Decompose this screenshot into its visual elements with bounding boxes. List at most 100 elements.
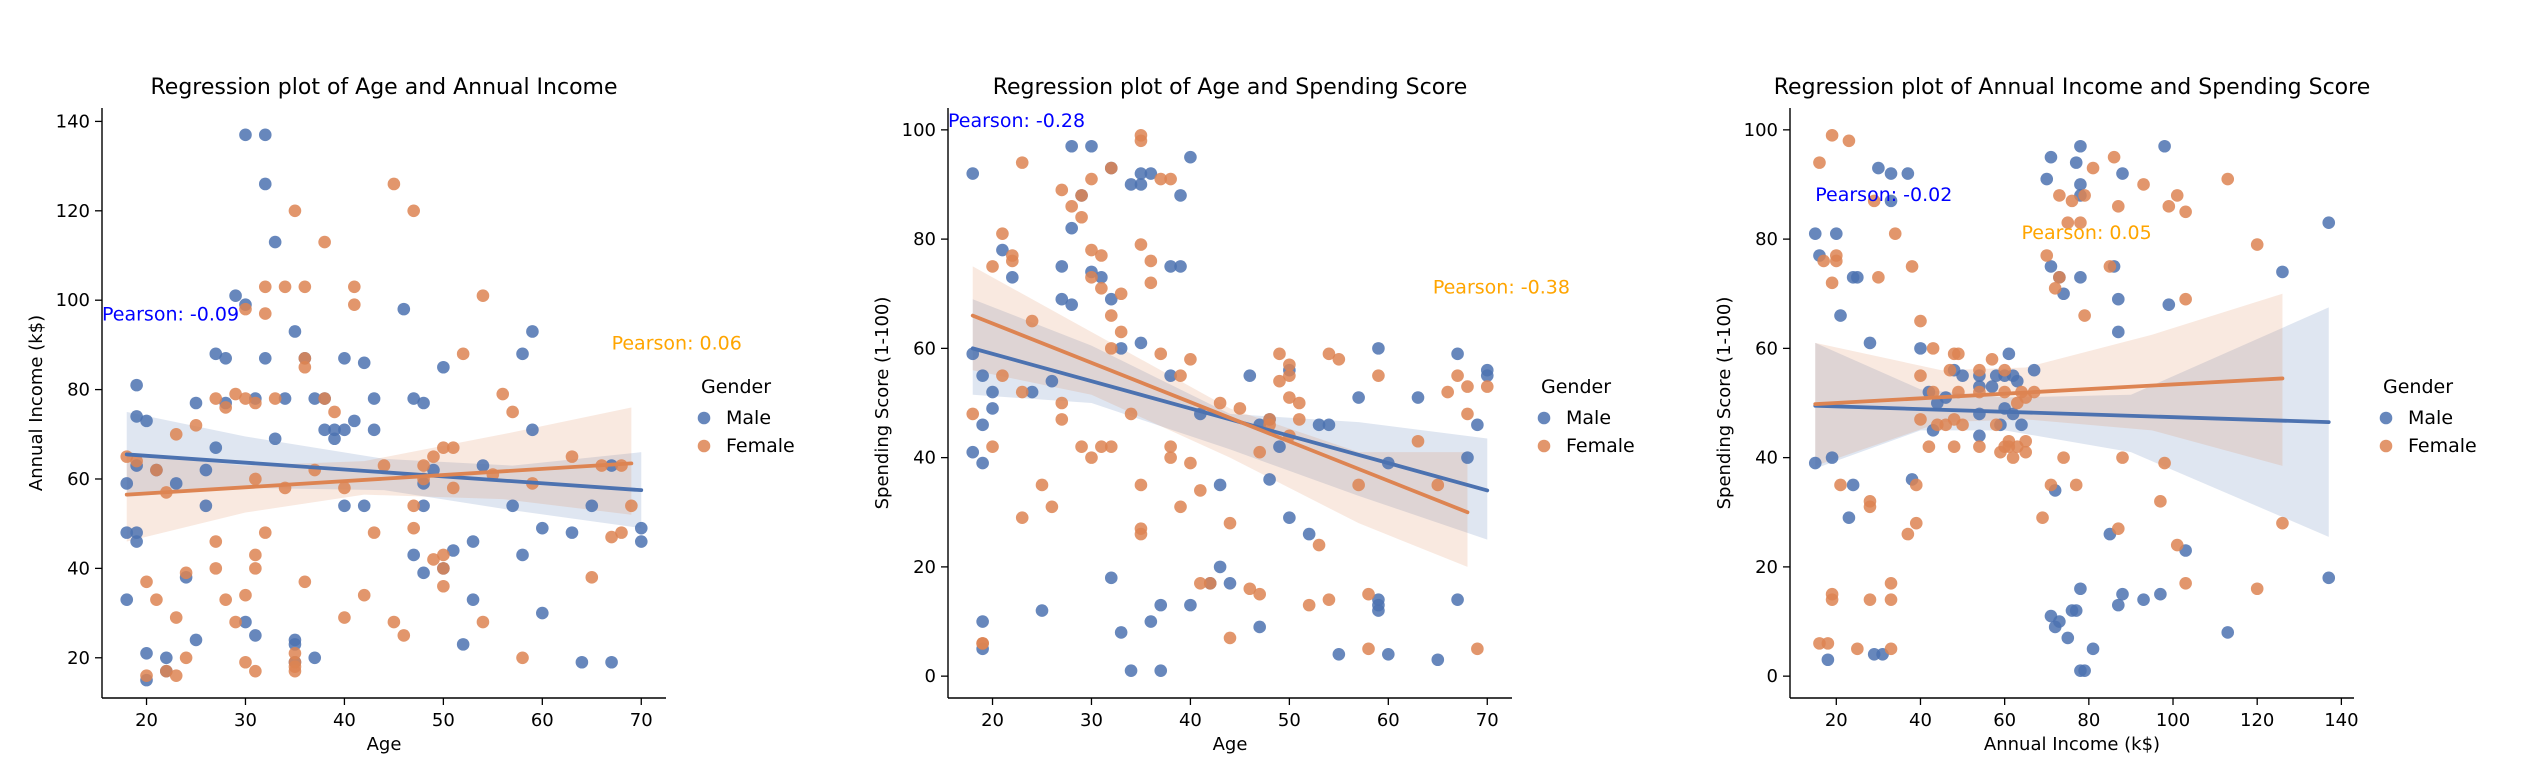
data-point [1834,309,1847,322]
data-point [1834,478,1847,492]
data-point [1825,451,1839,464]
data-point [367,526,381,539]
data-point [1006,271,1019,284]
data-point [298,352,312,365]
data-point [387,177,401,191]
data-point [1872,161,1885,175]
data-point [2111,325,2125,339]
data-point [2074,178,2087,191]
data-point [966,167,980,180]
data-point [258,352,272,365]
data-point [2078,309,2091,322]
data-point [417,499,430,513]
data-point [1273,374,1286,388]
data-point [1821,637,1835,650]
data-point [209,441,223,454]
data-point [1372,604,1385,617]
data-point [976,418,989,432]
data-point [239,392,252,405]
data-point [120,526,134,539]
data-point [130,535,143,548]
data-point [2107,150,2121,164]
data-point [219,352,232,365]
data-point [976,369,989,382]
data-point [986,385,999,399]
data-point [2322,571,2336,585]
data-point [150,463,163,477]
data-point [1372,593,1385,606]
data-point [2074,271,2087,284]
data-point [249,396,262,410]
data-point [278,392,292,405]
x-axis-label: Age [1213,734,1248,755]
y-tick-label: 80 [1755,229,1778,250]
data-point [140,414,153,428]
data-point [1104,292,1118,306]
data-point [169,427,183,441]
data-point [120,593,134,606]
data-point [2111,598,2125,612]
x-tick-label: 120 [2240,710,2274,731]
data-point [1055,413,1069,426]
data-point [140,647,153,660]
data-point [150,593,163,606]
data-point [1194,484,1207,497]
x-tick-label: 60 [531,710,554,731]
data-point [1947,440,1961,454]
data-point [298,280,312,294]
data-point [1223,631,1237,645]
data-point [1884,593,1898,606]
data-point [1253,620,1266,634]
data-point [1203,576,1217,590]
data-point [1114,287,1128,301]
data-point [407,499,420,513]
data-point [2065,194,2079,208]
data-point [1956,369,1969,382]
data-point [1035,604,1049,617]
data-point [2103,260,2117,273]
data-point [1154,347,1168,361]
data-point [160,664,173,678]
data-point [1283,511,1296,525]
data-point [288,204,302,218]
data-point [338,352,351,365]
data-point [1825,276,1839,290]
data-point [1114,626,1128,639]
data-point [1312,418,1326,432]
data-point [2036,511,2049,525]
data-point [437,562,450,575]
data-point [1184,352,1197,366]
data-point [2137,178,2150,191]
data-point [996,243,1009,257]
data-point [2154,495,2167,508]
data-point [1134,167,1148,180]
data-point [1842,134,1856,148]
data-point [160,651,173,665]
data-point [328,423,341,437]
data-point [615,526,628,539]
x-tick-label: 80 [2077,710,2100,731]
data-point [209,562,223,575]
data-point [605,655,618,669]
data-point [387,615,401,629]
data-point [1909,478,1923,492]
data-point [2086,642,2100,656]
data-point [2078,664,2091,677]
data-point [1332,647,1346,661]
data-point [130,378,143,392]
x-tick-label: 140 [2324,710,2358,731]
chart-panel-2: Regression plot of Age and Spending Scor… [872,75,1635,755]
data-point [2154,587,2167,601]
data-point [2061,631,2075,645]
data-point [1095,271,1108,284]
data-point [1461,451,1474,464]
y-axis-label: Spending Score (1-100) [872,297,893,510]
legend-marker-female [697,439,711,453]
data-point [1065,139,1078,153]
x-tick-label: 20 [135,710,158,731]
y-tick-label: 0 [1767,666,1778,687]
data-point [565,526,579,539]
data-point [1884,576,1898,590]
y-tick-label: 20 [67,648,90,669]
data-point [1045,374,1059,388]
